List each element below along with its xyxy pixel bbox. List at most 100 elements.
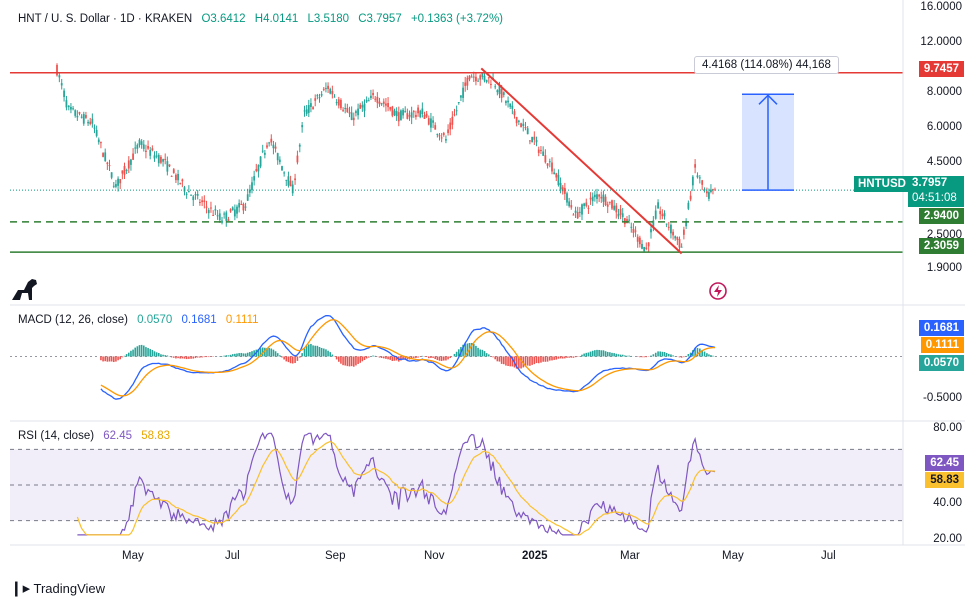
candle-body bbox=[385, 103, 387, 106]
time-tick: Mar bbox=[620, 550, 640, 562]
macd-histogram-bar bbox=[617, 354, 620, 357]
macd-histogram-bar bbox=[498, 356, 501, 362]
replay-flash-icon[interactable] bbox=[708, 281, 728, 301]
macd-histogram-bar bbox=[585, 352, 588, 357]
macd-histogram-bar bbox=[440, 356, 443, 361]
macd-histogram-bar bbox=[574, 356, 577, 358]
candle-body bbox=[546, 163, 549, 166]
macd-histogram-bar bbox=[112, 356, 115, 363]
macd-histogram-bar bbox=[477, 347, 479, 357]
rsi-value: 62.45 bbox=[103, 430, 133, 442]
macd-histogram-bar bbox=[626, 355, 628, 357]
candle-body bbox=[667, 226, 670, 228]
macd-histogram-bar bbox=[559, 356, 562, 359]
macd-histogram-bar bbox=[615, 353, 618, 357]
candle-body bbox=[680, 246, 683, 248]
candle-body bbox=[617, 213, 620, 217]
macd-histogram-bar bbox=[470, 342, 473, 357]
dino-logo-icon[interactable] bbox=[10, 276, 40, 302]
candle-body bbox=[466, 77, 469, 86]
candle-body bbox=[542, 151, 545, 156]
bar-countdown: 04:51:08 bbox=[912, 192, 957, 204]
macd-histogram-bar bbox=[266, 347, 268, 357]
candle-body bbox=[340, 99, 342, 109]
tradingview-logo[interactable]: ❙▸ TradingView bbox=[10, 579, 105, 597]
candle-body bbox=[67, 105, 70, 108]
candle-body bbox=[551, 162, 553, 172]
macd-histogram-bar bbox=[438, 356, 441, 361]
candle-body bbox=[181, 179, 184, 182]
macd-histogram-bar bbox=[296, 356, 299, 361]
candle-body bbox=[682, 229, 685, 235]
candle-body bbox=[179, 182, 182, 184]
macd-histogram-bar bbox=[665, 352, 668, 357]
macd-histogram-bar bbox=[272, 349, 275, 357]
macd-histogram-bar bbox=[234, 353, 236, 357]
macd-histogram-bar bbox=[672, 355, 674, 357]
candle-body bbox=[363, 103, 366, 111]
candle-body bbox=[427, 118, 430, 125]
macd-histogram-bar bbox=[553, 356, 555, 360]
macd-histogram-bar bbox=[340, 356, 342, 364]
rsi-tick: 80.00 bbox=[933, 422, 962, 434]
candle-body bbox=[391, 106, 394, 116]
candle-body bbox=[522, 123, 525, 126]
time-tick: Sep bbox=[325, 550, 346, 562]
price-pane bbox=[10, 63, 903, 255]
macd-histogram-bar bbox=[314, 345, 317, 357]
macd-histogram-bar bbox=[511, 356, 514, 367]
macd-histogram-bar bbox=[609, 352, 611, 357]
candle-body bbox=[455, 110, 458, 112]
macd-histogram-bar bbox=[225, 355, 228, 357]
candle-body bbox=[553, 172, 556, 174]
candle-body bbox=[296, 155, 299, 163]
last-price-tag: 3.7957 04:51:08 bbox=[908, 176, 964, 207]
macd-histogram-bar bbox=[591, 350, 594, 357]
candle-body bbox=[440, 137, 443, 139]
candle-body bbox=[526, 128, 529, 135]
macd-histogram-bar bbox=[650, 355, 652, 357]
candle-body bbox=[142, 144, 145, 149]
macd-histogram-bar bbox=[596, 349, 598, 357]
macd-histogram-bar bbox=[305, 346, 308, 357]
candle-body bbox=[307, 105, 310, 113]
candle-body bbox=[457, 102, 460, 104]
candle-body bbox=[115, 184, 117, 187]
candle-body bbox=[613, 205, 616, 210]
candle-body bbox=[190, 194, 192, 196]
candle-body bbox=[568, 201, 571, 207]
candle-body bbox=[164, 158, 167, 160]
candle-body bbox=[251, 182, 253, 191]
candle-body bbox=[331, 91, 334, 95]
macd-histogram-bar bbox=[155, 352, 158, 357]
macd-histogram-bar bbox=[253, 350, 255, 357]
candle-body bbox=[393, 110, 396, 116]
candle-body bbox=[524, 127, 527, 129]
macd-histogram-bar bbox=[312, 345, 314, 357]
candle-body bbox=[196, 194, 199, 196]
macd-histogram-bar bbox=[199, 356, 201, 358]
macd-histogram-bar bbox=[479, 349, 482, 357]
candle-body bbox=[400, 110, 402, 121]
macd-histogram-bar bbox=[183, 356, 186, 359]
macd-histogram-bar bbox=[194, 356, 197, 359]
macd-histogram-bar bbox=[389, 356, 392, 360]
candle-body bbox=[387, 103, 389, 108]
candle-body bbox=[708, 192, 710, 199]
macd-histogram-bar bbox=[570, 356, 573, 358]
candle-body bbox=[485, 79, 488, 82]
macd-tick: -0.5000 bbox=[922, 392, 962, 404]
candle-body bbox=[119, 179, 122, 184]
candle-body bbox=[218, 213, 221, 221]
candle-body bbox=[645, 247, 648, 249]
macd-histogram-bar bbox=[485, 353, 488, 357]
candle-body bbox=[355, 111, 357, 114]
resistance-price-tag: 9.7457 bbox=[918, 61, 964, 77]
candle-body bbox=[268, 142, 271, 144]
candle-body bbox=[65, 100, 68, 108]
candle-body bbox=[500, 89, 503, 98]
macd-histogram-bar bbox=[348, 356, 351, 367]
candle-body bbox=[540, 149, 542, 151]
candle-body bbox=[643, 247, 646, 252]
